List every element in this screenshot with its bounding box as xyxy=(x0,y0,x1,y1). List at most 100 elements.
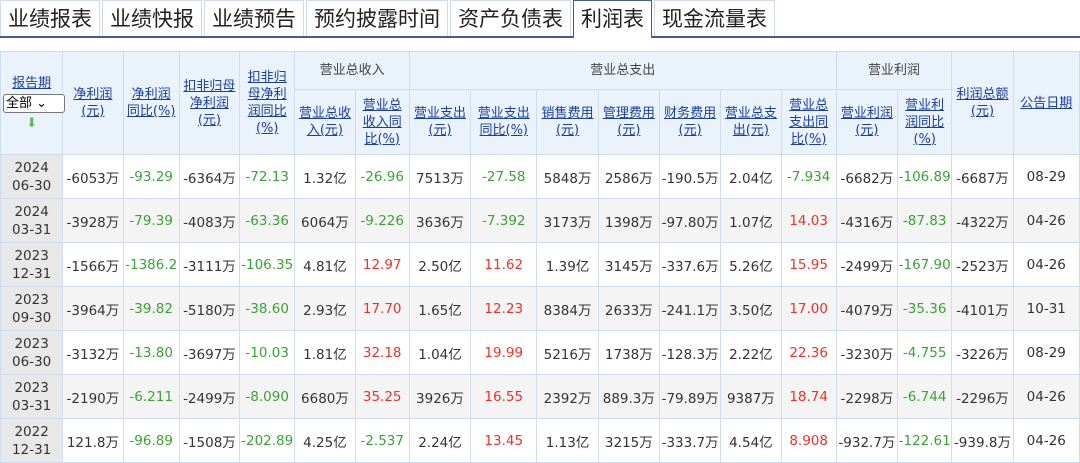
sort-down-arrow-icon[interactable]: ⬇ xyxy=(26,115,38,131)
cell-14: -87.83 xyxy=(897,198,953,243)
tab-2[interactable]: 业绩预告 xyxy=(204,0,304,36)
cell-16: 04-26 xyxy=(1012,374,1080,419)
col-h-8[interactable]: 销售费用(元) xyxy=(536,89,599,155)
cell-15: -2296万 xyxy=(951,374,1014,419)
cell-5: 12.97 xyxy=(354,242,410,287)
col-h-7[interactable]: 营业支出同比(%) xyxy=(470,89,538,155)
cell-9: 2633万 xyxy=(597,286,660,331)
cell-5: 35.25 xyxy=(354,374,410,419)
cell-0: -1566万 xyxy=(62,242,124,287)
col-h-5[interactable]: 营业总收入同比(%) xyxy=(354,89,410,155)
col-h-6[interactable]: 营业支出(元) xyxy=(408,89,472,155)
col-h-2[interactable]: 扣非归母净利润(元) xyxy=(178,51,241,155)
tab-3[interactable]: 预约披露时间 xyxy=(306,0,448,36)
tab-6[interactable]: 现金流量表 xyxy=(654,0,775,36)
cell-12: 22.36 xyxy=(780,330,837,375)
cell-15: -4322万 xyxy=(951,198,1014,243)
col-h-3[interactable]: 扣非归母净利润同比(%) xyxy=(239,51,296,155)
cell-6: 3636万 xyxy=(408,198,472,243)
cell-16: 08-29 xyxy=(1012,330,1080,375)
month-day: 12-31 xyxy=(12,441,52,458)
cell-13: -4316万 xyxy=(835,198,899,243)
cell-3: -202.89 xyxy=(239,418,296,463)
cell-13: -2298万 xyxy=(835,374,899,419)
cell-12: 17.00 xyxy=(780,286,837,331)
cell-14: -4.755 xyxy=(897,330,953,375)
tab-5[interactable]: 利润表 xyxy=(573,0,652,39)
cell-1: -39.82 xyxy=(122,286,180,331)
month-day: 06-30 xyxy=(12,353,52,370)
month-day: 09-30 xyxy=(12,309,52,326)
cell-3: -8.090 xyxy=(239,374,296,419)
cell-12: 18.74 xyxy=(780,374,837,419)
period-filter-select[interactable]: 全部 ⌄ xyxy=(3,93,65,113)
cell-8: 1.13亿 xyxy=(536,418,599,463)
col-h-11[interactable]: 营业总支出(元) xyxy=(720,89,782,155)
cell-6: 1.04亿 xyxy=(408,330,472,375)
col-h-16[interactable]: 公告日期 xyxy=(1012,51,1080,155)
cell-7: 13.45 xyxy=(470,418,538,463)
cell-10: -241.1万 xyxy=(658,286,722,331)
cell-11: 2.04亿 xyxy=(720,154,782,199)
tab-4[interactable]: 资产负债表 xyxy=(450,0,571,36)
tab-1[interactable]: 业绩快报 xyxy=(102,0,202,36)
cell-10: -79.89万 xyxy=(658,374,722,419)
col-h-14[interactable]: 营业利润同比(%) xyxy=(897,89,953,155)
cell-13: -2499万 xyxy=(835,242,899,287)
cell-2: -4083万 xyxy=(178,198,241,243)
cell-10: -337.6万 xyxy=(658,242,722,287)
cell-1: -6.211 xyxy=(122,374,180,419)
col-h-13[interactable]: 营业利润(元) xyxy=(835,89,899,155)
cell-14: -106.89 xyxy=(897,154,953,199)
year: 2023 xyxy=(14,247,49,264)
cell-9: 1398万 xyxy=(597,198,660,243)
cell-11: 5.26亿 xyxy=(720,242,782,287)
col-h-15[interactable]: 利润总额(元) xyxy=(951,51,1014,155)
year: 2024 xyxy=(14,159,49,176)
cell-0: -3928万 xyxy=(62,198,124,243)
table-row: 2023 12-31 -1566万 -1386.2 -3111万 -106.35 4.81亿… xyxy=(0,242,1080,287)
cell-1: -79.39 xyxy=(122,198,180,243)
cell-13: -932.7万 xyxy=(835,418,899,463)
col-h-4[interactable]: 营业总收入(元) xyxy=(294,89,356,155)
report-date: 2023 09-30 xyxy=(0,286,64,331)
cell-6: 3926万 xyxy=(408,374,472,419)
col-h-12[interactable]: 营业总支出同比(%) xyxy=(780,89,837,155)
cell-4: 6680万 xyxy=(294,374,356,419)
cell-8: 5216万 xyxy=(536,330,599,375)
cell-9: 1738万 xyxy=(597,330,660,375)
cell-15: -2523万 xyxy=(951,242,1014,287)
sort-report-period[interactable]: 报告期 xyxy=(12,75,52,91)
cell-4: 4.81亿 xyxy=(294,242,356,287)
cell-4: 1.32亿 xyxy=(294,154,356,199)
cell-6: 7513万 xyxy=(408,154,472,199)
report-date: 2022 12-31 xyxy=(0,418,64,463)
cell-14: -35.36 xyxy=(897,286,953,331)
cell-5: -9.226 xyxy=(354,198,410,243)
cell-13: -6682万 xyxy=(835,154,899,199)
cell-5: 17.70 xyxy=(354,286,410,331)
year: 2023 xyxy=(14,335,49,352)
col-h-0[interactable]: 净利润(元) xyxy=(62,51,124,155)
cell-4: 1.81亿 xyxy=(294,330,356,375)
cell-15: -3226万 xyxy=(951,330,1014,375)
tab-0[interactable]: 业绩报表 xyxy=(0,0,100,36)
col-h-10[interactable]: 财务费用(元) xyxy=(658,89,722,155)
year: 2023 xyxy=(14,379,49,396)
cell-5: -26.96 xyxy=(354,154,410,199)
cell-10: -333.7万 xyxy=(658,418,722,463)
cell-12: 15.95 xyxy=(780,242,837,287)
cell-2: -3111万 xyxy=(178,242,241,287)
cell-14: -122.61 xyxy=(897,418,953,463)
cell-15: -6687万 xyxy=(951,154,1014,199)
table-row: 2023 03-31 -2190万 -6.211 -2499万 -8.090 6680万 35… xyxy=(0,374,1080,419)
cell-9: 889.3万 xyxy=(597,374,660,419)
cell-7: 12.23 xyxy=(470,286,538,331)
col-h-9[interactable]: 管理费用(元) xyxy=(597,89,660,155)
report-date: 2024 03-31 xyxy=(0,198,64,243)
cell-15: -4101万 xyxy=(951,286,1014,331)
cell-7: 11.62 xyxy=(470,242,538,287)
col-h-1[interactable]: 净利润同比(%) xyxy=(122,51,180,155)
cell-16: 04-26 xyxy=(1012,418,1080,463)
cell-9: 2586万 xyxy=(597,154,660,199)
